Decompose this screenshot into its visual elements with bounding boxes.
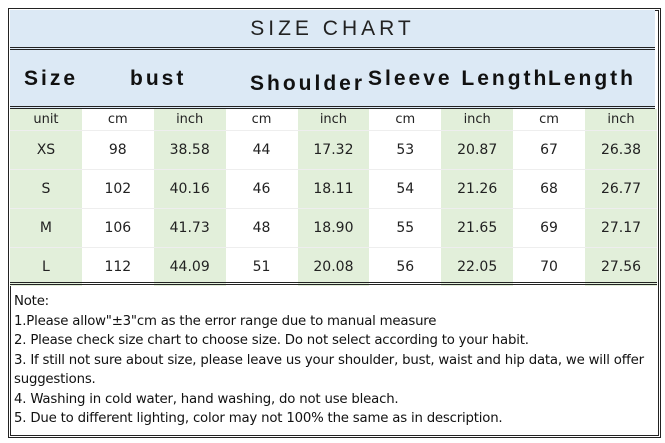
note-line: Note:	[14, 294, 49, 309]
table-cell: 27.56	[585, 247, 657, 286]
table-row: XS 98 38.58 44 17.32 53 20.87 67 26.38	[10, 130, 657, 170]
header-bust: bust	[130, 67, 187, 90]
header-sleeve-length: Sleeve Length	[368, 67, 550, 90]
table-row: S 102 40.16 46 18.11 54 21.26 68 26.77	[10, 169, 657, 209]
table-cell: 21.65	[441, 208, 514, 248]
note-line: 1.Please allow"±3"cm as the error range …	[14, 313, 437, 329]
table-cell: S	[10, 169, 82, 209]
table-cell: 21.26	[441, 169, 514, 209]
header-row: Size bust Shoulder Sleeve Length Length	[10, 50, 655, 109]
header-shoulder: Shoulder	[250, 72, 366, 95]
note-line: suggestions.	[14, 372, 96, 387]
table-cell: XS	[10, 130, 82, 170]
table-cell: 69	[513, 208, 585, 248]
table-row: L 112 44.09 51 20.08 56 22.05 70 27.56	[10, 247, 657, 286]
table-cell: cm	[539, 112, 559, 127]
table-cell: 98	[81, 130, 154, 170]
table-cell: 38.58	[153, 130, 226, 170]
table-cell: 51	[225, 247, 298, 286]
table-cell: 27.17	[585, 208, 657, 248]
table-cell: 46	[225, 169, 298, 209]
table-cell: 20.08	[297, 247, 370, 286]
size-chart-frame	[8, 8, 661, 438]
table-cell: 22.05	[441, 247, 514, 286]
table-cell: 18.11	[297, 169, 370, 209]
header-length: Length	[548, 67, 636, 90]
table-cell: inch	[297, 109, 370, 131]
size-table: unit cm inch cm inch cm inch cm inch XS 98 38.58 44 1…	[10, 109, 657, 286]
table-cell: 106	[81, 208, 154, 248]
table-cell: 26.77	[585, 169, 657, 209]
table-cell: 55	[369, 208, 442, 248]
table-cell: 68	[513, 169, 585, 209]
table-cell: 26.38	[585, 130, 657, 170]
table-cell: 48	[225, 208, 298, 248]
header-size: Size	[24, 67, 79, 90]
table-cell: 44	[225, 130, 298, 170]
table-cell: 18.90	[297, 208, 370, 248]
table-cell: inch	[585, 109, 657, 131]
table-cell: inch	[153, 109, 226, 131]
table-cell: 40.16	[153, 169, 226, 209]
note-line: 4. Washing in cold water, hand washing, …	[14, 391, 399, 407]
table-cell: inch	[441, 109, 514, 131]
table-cell: 67	[513, 130, 585, 170]
table-cell: unit	[10, 109, 82, 131]
table-cell: L	[10, 247, 82, 286]
table-cell: 41.73	[153, 208, 226, 248]
notes-section: Note: 1.Please allow"±3"cm as the error …	[14, 292, 654, 429]
table-cell: cm	[251, 112, 272, 127]
note-line: 3. If still not sure about size, please …	[14, 352, 644, 368]
table-cell: M	[10, 208, 82, 248]
table-cell: 53	[369, 130, 442, 170]
table-cell: cm	[107, 112, 128, 127]
chart-title: SIZE CHART	[10, 10, 655, 50]
note-line: 5. Due to different lighting, color may …	[14, 411, 503, 426]
table-cell: 56	[369, 247, 442, 286]
notes-divider	[10, 282, 657, 285]
table-cell: 20.87	[441, 130, 514, 170]
table-row: M 106 41.73 48 18.90 55 21.65 69 27.17	[10, 208, 657, 248]
table-cell: 44.09	[153, 247, 226, 286]
table-cell: 102	[81, 169, 154, 209]
table-cell: 112	[81, 247, 154, 286]
unit-row: unit cm inch cm inch cm inch cm inch	[10, 109, 657, 131]
note-line: 2. Please check size chart to choose siz…	[14, 333, 529, 348]
table-cell: 70	[513, 247, 585, 286]
table-cell: 17.32	[297, 130, 370, 170]
table-cell: cm	[395, 112, 416, 127]
table-cell: 54	[369, 169, 442, 209]
